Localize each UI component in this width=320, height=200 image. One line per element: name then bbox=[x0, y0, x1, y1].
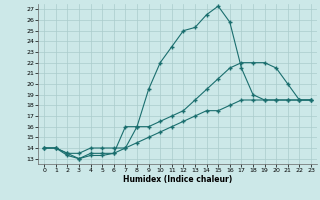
X-axis label: Humidex (Indice chaleur): Humidex (Indice chaleur) bbox=[123, 175, 232, 184]
